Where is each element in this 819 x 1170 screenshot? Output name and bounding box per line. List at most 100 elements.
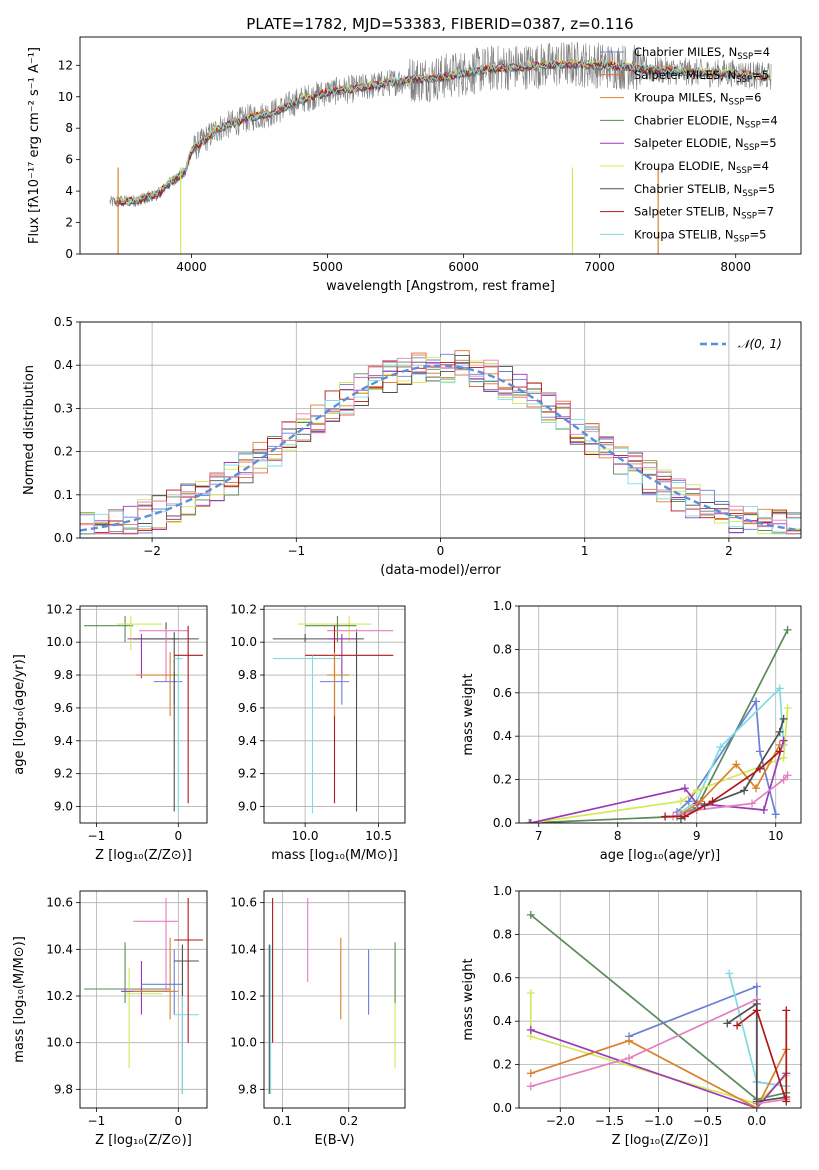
age_vs_Z-ytick-label-4: 9.8 [54, 668, 73, 682]
age_vs_mass-xlabel: mass [log₁₀(M/M⊙)] [271, 848, 398, 863]
mass_vs_ebv-xtick-label-0: 0.1 [273, 1114, 292, 1128]
weight_vs_Z-marker-8-3 [782, 1006, 791, 1015]
mass_vs_Z-xtick-label-0: −1 [88, 1114, 106, 1128]
weight_vs_age-marker-0-0 [525, 819, 534, 823]
age_vs_Z-xtick-label-1: 0 [175, 829, 183, 843]
mass_vs_ebv-xlabel: E(B-V) [314, 1133, 354, 1148]
weight_vs_Z-marker-6-1 [625, 1054, 634, 1063]
legend-label-tail-3: =4 [761, 113, 778, 127]
legend-label-tail-4: =5 [760, 136, 777, 150]
weight_vs_Z-marker-7-2 [752, 1097, 761, 1106]
weight_vs_age-marker-8-2 [708, 797, 717, 806]
age_vs_Z-frame [79, 605, 208, 824]
weight_vs_Z-marker-0-0 [526, 910, 535, 919]
legend-label-sub-7: SSP [741, 212, 757, 222]
mass_vs_Z-ylabel: mass [log₁₀(M/M⊙)] [12, 936, 27, 1063]
legend-label-1: Salpeter MILES, NSSP=5 [634, 68, 769, 85]
legend-label-4: Salpeter ELODIE, NSSP=5 [634, 136, 777, 153]
legend-label-8: Kroupa STELIB, NSSP=5 [634, 227, 766, 244]
age_vs_mass-ytick-label-4: 9.8 [238, 668, 257, 682]
weight_vs_age-marker-6-2 [748, 799, 757, 808]
weight_vs_age-frame [518, 605, 802, 824]
residuals-ytick-label-2: 0.2 [54, 445, 73, 459]
weight_vs_Z-frame [518, 890, 802, 1109]
mass_vs_Z-ytick-label-1: 10.0 [46, 1036, 73, 1050]
weight_vs_Z-ytick-label-3: 0.6 [493, 971, 512, 985]
age_vs_Z-xlabel: Z [log₁₀(Z/Z⊙)] [95, 848, 192, 863]
weight_vs_Z-plot-area [526, 910, 791, 1108]
spectrum-xtick-label-2: 6000 [448, 260, 479, 274]
weight_vs_Z-marker-8-2 [782, 1097, 791, 1106]
age_vs_Z-ytick-label-0: 9.0 [54, 800, 73, 814]
legend-label-main-6: Chabrier STELIB, N [634, 182, 742, 196]
legend-label-main-3: Chabrier ELODIE, N [634, 113, 745, 127]
age_vs_Z-ylabel: age [log₁₀(age/yr)] [12, 654, 27, 775]
mass_vs_ebv-plot-area [268, 898, 396, 1094]
legend-label-main-2: Kroupa MILES, N [634, 91, 729, 105]
residuals-plot-area [80, 350, 801, 535]
legend-label-sub-3: SSP [745, 120, 761, 130]
weight_vs_age-marker-4-4 [779, 736, 788, 745]
age_vs_Z-plot-area [84, 615, 203, 814]
weight_vs_age-marker-8-4 [775, 747, 784, 756]
age_vs_mass-ytick-label-1: 9.2 [238, 767, 257, 781]
weight_vs_age-marker-7-2 [740, 786, 749, 795]
residuals-ytick-label-3: 0.3 [54, 401, 73, 415]
legend-label-main-7: Salpeter STELIB, N [634, 205, 741, 219]
spectrum-ytick-label-1: 2 [65, 216, 73, 230]
mass_vs_ebv-xtick-label-1: 0.2 [339, 1114, 358, 1128]
weight_vs_age-marker-4-1 [680, 784, 689, 793]
spectrum-xtick-label-0: 4000 [176, 260, 207, 274]
legend-label-main-0: Chabrier MILES, N [634, 45, 737, 59]
legend-label-main-1: Salpeter MILES, N [634, 68, 736, 82]
weight_vs_age-marker-3-1 [676, 797, 685, 806]
gaussian-curve [80, 364, 801, 532]
age_vs_mass-frame [263, 605, 406, 824]
spectrum-xlabel: wavelength [Angstrom, rest frame] [326, 279, 555, 294]
weight_vs_Z-xtick-label-0: −2.0 [546, 1114, 575, 1128]
residuals-ytick-label-1: 0.1 [54, 488, 73, 502]
legend-label-5: Kroupa ELODIE, NSSP=4 [634, 159, 769, 176]
weight_vs_Z-marker-4-0 [526, 1025, 535, 1034]
weight_vs_age-ytick-label-2: 0.4 [493, 729, 512, 743]
age_vs_Z-ytick-label-5: 10.0 [46, 635, 73, 649]
legend-label-sub-2: SSP [729, 98, 745, 108]
weight_vs_Z-xtick-label-2: −1.0 [644, 1114, 673, 1128]
weight_vs_Z-series-4 [530, 1029, 787, 1108]
age_vs_mass-ytick-label-2: 9.4 [238, 734, 257, 748]
age_vs_mass-ytick-label-6: 10.2 [230, 602, 257, 616]
legend-label-2: Kroupa MILES, NSSP=6 [634, 91, 761, 108]
weight_vs_age-plot-area [525, 625, 792, 823]
mass_vs_Z-axes: −1 0 9.8 10.0 10.2 10.4 10.6 [46, 891, 207, 1128]
weight_vs_age-ytick-label-4: 0.8 [493, 642, 512, 656]
weight_vs_age-marker-6-3 [779, 775, 788, 784]
weight_vs_age-marker-5-3 [751, 784, 760, 793]
mass_vs_ebv-ytick-label-4: 10.6 [230, 896, 257, 910]
weight_vs_age-marker-7-3 [775, 727, 784, 736]
legend-label-tail-5: =4 [752, 159, 769, 173]
age_vs_mass-ytick-label-0: 9.0 [238, 800, 257, 814]
mass_vs_ebv-ytick-label-2: 10.2 [230, 989, 257, 1003]
mass_vs_Z-xlabel: Z [log₁₀(Z/Z⊙)] [95, 1133, 192, 1148]
weight_vs_Z-ytick-label-4: 0.8 [493, 927, 512, 941]
age_vs_Z-ytick-label-1: 9.2 [54, 767, 73, 781]
mass_vs_ebv-axes: 0.1 0.2 9.8 10.0 10.2 10.4 10.6 [230, 891, 405, 1128]
weight_vs_age-marker-2-2 [716, 743, 725, 752]
spectrum-ytick-label-5: 10 [58, 90, 73, 104]
gaussian-legend-label: 𝒩(0, 1) [738, 337, 782, 351]
mass_vs_ebv-ytick-label-0: 9.8 [238, 1082, 257, 1096]
weight_vs_age-marker-8-1 [680, 812, 689, 821]
weight_vs_Z-axes: −2.0 −1.5 −1.0 −0.5 0.0 0.0 0.2 0.4 0.6 0.8 1.0 [493, 884, 801, 1128]
weight_vs_age-marker-1-1 [684, 797, 693, 806]
residual-histogram-8 [80, 362, 801, 535]
residuals-ylabel: Normed distribution [22, 365, 37, 495]
weight_vs_age-xtick-label-3: 10 [768, 829, 783, 843]
weight_vs_age-marker-3-3 [779, 753, 788, 762]
weight_vs_age-marker-7-4 [779, 714, 788, 723]
legend-label-sub-1: SSP [736, 75, 752, 85]
legend-label-0: Chabrier MILES, NSSP=4 [634, 45, 770, 62]
weight_vs_Z-ytick-label-0: 0.0 [493, 1101, 512, 1115]
charts-group: 4000 5000 6000 7000 8000024681012wavelength … [12, 36, 802, 1148]
weight_vs_age-marker-5-2 [732, 760, 741, 769]
mass_vs_ebv-ytick-label-1: 10.0 [230, 1036, 257, 1050]
